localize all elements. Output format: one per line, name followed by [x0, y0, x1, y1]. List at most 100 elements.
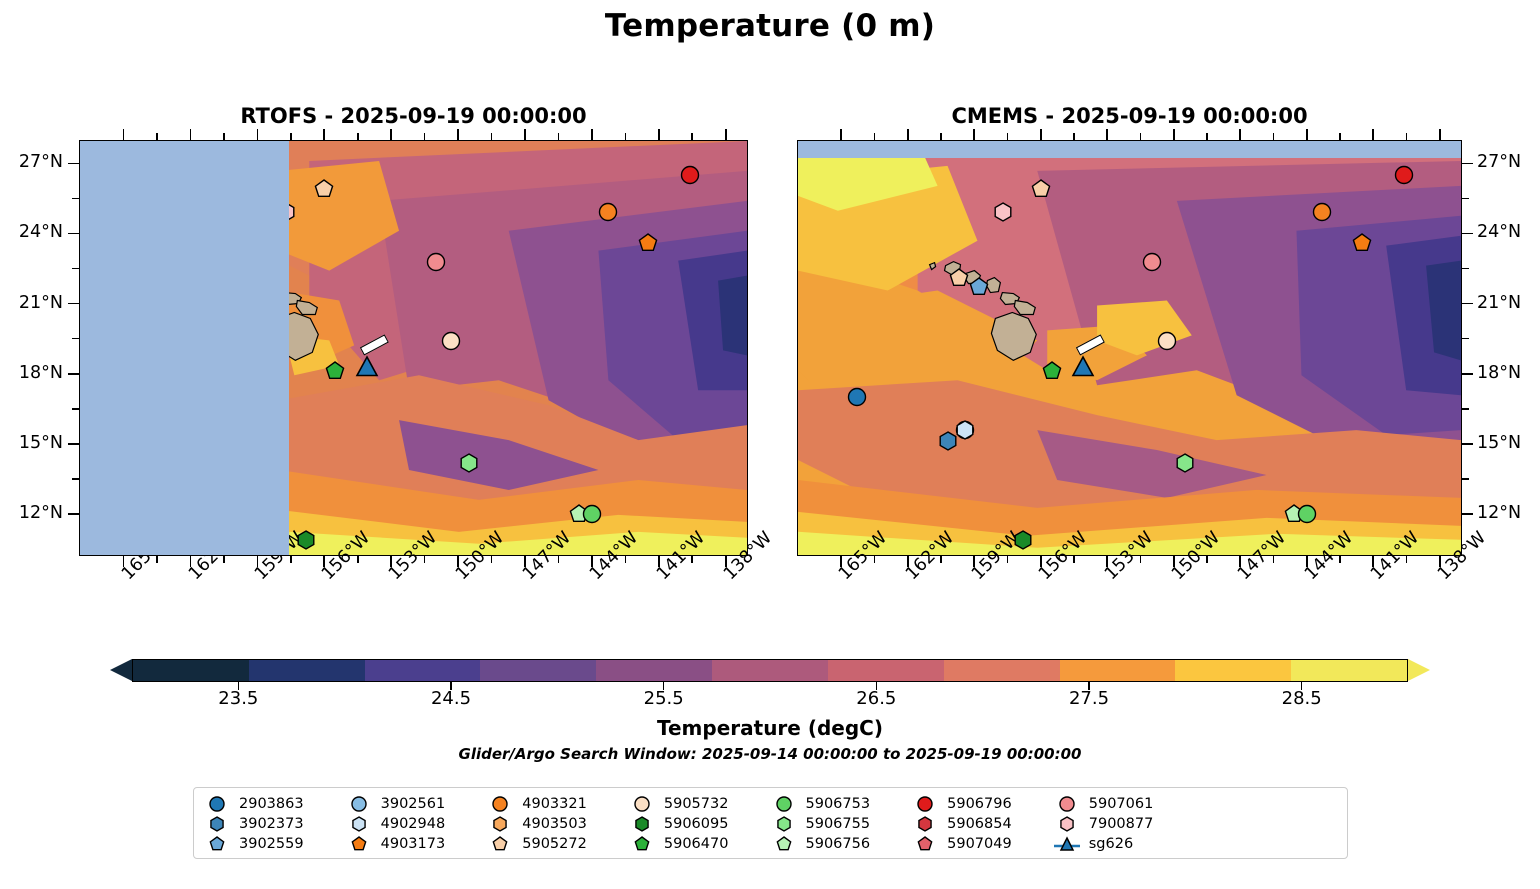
x-tick-minor — [691, 556, 694, 563]
map-marker-5905732[interactable] — [440, 329, 463, 352]
x-tick — [457, 556, 459, 567]
legend-item-2903863[interactable]: 2903863 — [204, 794, 346, 814]
map-marker-3902559[interactable] — [967, 275, 991, 299]
legend-label: 5907049 — [947, 836, 1012, 852]
legend[interactable]: 2903863 3902373 3902559 3902561 4902948 49031… — [193, 787, 1348, 859]
map-marker-4903321[interactable] — [1311, 201, 1334, 224]
colorbar-band-0 — [133, 660, 249, 681]
x-tick — [657, 129, 660, 140]
legend-item-7900877[interactable]: 7900877 — [1054, 814, 1196, 834]
map-marker-sg626[interactable] — [354, 334, 389, 380]
figure-title: Temperature (0 m) — [604, 8, 936, 44]
legend-marker-circle-icon — [1054, 794, 1080, 814]
x-tick-minor — [156, 556, 158, 563]
x-tick-minor — [557, 556, 560, 563]
legend-item-5905272[interactable]: 5905272 — [487, 834, 629, 854]
legend-label: 7900877 — [1088, 816, 1154, 832]
x-tick — [1239, 129, 1242, 140]
map-marker-4903173[interactable] — [636, 231, 660, 255]
map-marker-5906095[interactable] — [1011, 528, 1035, 552]
map-marker-5906755[interactable] — [457, 451, 481, 475]
map-marker-5906753[interactable] — [1295, 502, 1318, 525]
legend-item-5906854[interactable]: 5906854 — [912, 814, 1054, 834]
legend-item-3902561[interactable]: 3902561 — [346, 794, 488, 814]
x-tick-minor — [557, 133, 560, 140]
legend-item-5907061[interactable]: 5907061 — [1054, 794, 1196, 814]
x-tick-minor — [940, 556, 942, 563]
legend-marker-circle-icon — [487, 794, 513, 814]
legend-label: 4903503 — [522, 816, 587, 832]
x-tick-minor — [1073, 133, 1075, 140]
map-marker-5906753[interactable] — [580, 502, 603, 525]
legend-item-5906095[interactable]: 5906095 — [629, 814, 771, 834]
y-tick — [1462, 372, 1473, 375]
legend-item-5906755[interactable]: 5906755 — [771, 814, 913, 834]
map-marker-5906470[interactable] — [323, 359, 347, 383]
legend-item-5905732[interactable]: 5905732 — [629, 794, 771, 814]
legend-label: 5906756 — [805, 836, 871, 852]
map-marker-5906755[interactable] — [1173, 451, 1197, 475]
legend-item-4903503[interactable]: 4903503 — [487, 814, 629, 834]
x-tick-minor — [873, 556, 876, 563]
map-marker-4903173[interactable] — [1350, 231, 1374, 255]
legend-item-sg626[interactable]: sg626 — [1053, 834, 1196, 854]
legend-item-4903321[interactable]: 4903321 — [487, 794, 629, 814]
legend-label: 3902561 — [380, 796, 446, 812]
x-tick — [1106, 556, 1109, 567]
map-marker-sg626[interactable] — [1070, 334, 1105, 380]
map-marker-5907061[interactable] — [424, 250, 447, 273]
map-marker-3902373[interactable] — [936, 429, 960, 453]
legend-item-4903173[interactable]: 4903173 — [346, 834, 488, 854]
map-marker-5906796[interactable] — [679, 164, 702, 187]
map-marker-5906796[interactable] — [1393, 164, 1416, 187]
x-tick — [1305, 129, 1308, 140]
legend-label: 4903173 — [380, 836, 446, 852]
map-marker-5905272b[interactable] — [947, 266, 971, 290]
map-marker-5905732[interactable] — [1156, 329, 1179, 352]
x-tick-minor — [490, 556, 493, 563]
legend-item-3902559[interactable]: 3902559 — [204, 834, 346, 854]
map-marker-4903321[interactable] — [596, 201, 619, 224]
x-tick — [390, 556, 393, 567]
legend-item-5906796[interactable]: 5906796 — [912, 794, 1054, 814]
sst-contours-rtofs — [80, 141, 747, 555]
colorbar-band-2 — [364, 660, 481, 681]
map-panel-cmems[interactable] — [797, 140, 1462, 556]
legend-label: 5905272 — [522, 836, 587, 852]
map-marker-5907061[interactable] — [1140, 250, 1163, 273]
legend-item-5906756[interactable]: 5906756 — [771, 834, 913, 854]
colorbar-tick — [450, 682, 452, 690]
map-marker-5906470[interactable] — [1040, 359, 1064, 383]
legend-grid: 2903863 3902373 3902559 3902561 4902948 49031… — [204, 794, 1337, 854]
y-tick-minor — [72, 267, 79, 270]
x-tick — [390, 129, 393, 140]
map-marker-5905272[interactable] — [312, 177, 336, 201]
y-axis-label: 18°N — [18, 362, 63, 383]
y-tick — [68, 302, 79, 305]
legend-marker-hexagon-icon — [912, 814, 938, 834]
legend-marker-circle-icon — [912, 794, 938, 814]
legend-item-4902948[interactable]: 4902948 — [346, 814, 488, 834]
legend-item-5907049[interactable]: 5907049 — [912, 834, 1054, 854]
legend-label: 4902948 — [380, 816, 446, 832]
x-tick-minor — [423, 556, 426, 563]
x-tick-minor — [1139, 556, 1142, 563]
map-marker-2903863[interactable] — [845, 386, 868, 409]
map-marker-5905272[interactable] — [1029, 177, 1053, 201]
legend-marker-circle-icon — [771, 794, 797, 814]
map-panel-rtofs[interactable] — [79, 140, 748, 556]
map-marker-4902948[interactable] — [953, 418, 977, 442]
y-tick-minor — [1462, 337, 1469, 340]
legend-item-5906470[interactable]: 5906470 — [629, 834, 771, 854]
legend-item-5906753[interactable]: 5906753 — [771, 794, 913, 814]
x-tick — [1305, 556, 1308, 567]
x-tick — [1039, 556, 1042, 567]
y-tick-minor — [72, 478, 79, 480]
map-marker-5906095[interactable] — [294, 528, 318, 552]
map-marker-7900877[interactable] — [991, 200, 1015, 224]
x-tick-minor — [940, 133, 942, 140]
x-tick-minor — [290, 556, 292, 563]
legend-label: 5906854 — [947, 816, 1012, 832]
x-tick — [973, 129, 976, 140]
legend-item-3902373[interactable]: 3902373 — [204, 814, 346, 834]
